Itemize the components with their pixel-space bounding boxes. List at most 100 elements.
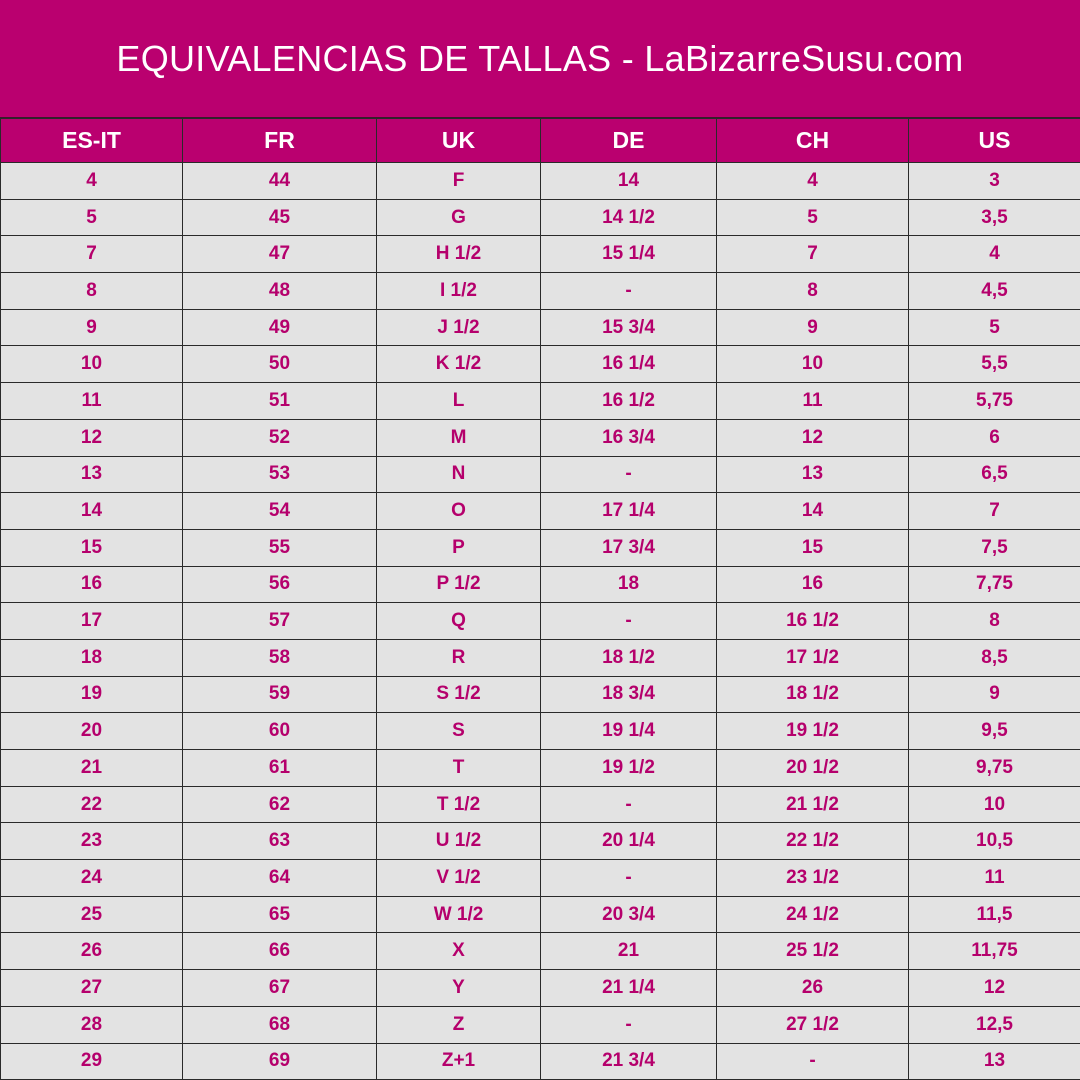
cell-uk: Z: [376, 1005, 541, 1044]
cell-us: 7,5: [908, 528, 1080, 567]
cell-fr: 61: [182, 749, 377, 787]
cell-es-it: 15: [0, 528, 183, 567]
cell-uk: U 1/2: [376, 822, 541, 861]
cell-es-it: 12: [0, 418, 183, 457]
cell-de: 21: [540, 932, 717, 971]
cell-fr: 47: [182, 235, 377, 274]
table-row: 8 48 I 1/2-8 4,5: [0, 272, 1080, 310]
cell-de: 21 1/4: [540, 969, 717, 1007]
cell-es-it: 28: [0, 1005, 183, 1044]
table-row: 15 55 P 17 3/4 15 7,5: [0, 528, 1080, 567]
cell-us: 13: [908, 1042, 1080, 1080]
table-row: 13 53 N -13 6,5: [0, 455, 1080, 494]
cell-ch: 18 1/2: [716, 675, 909, 714]
cell-uk: J 1/2: [376, 308, 541, 347]
cell-us: 10,5: [908, 822, 1080, 861]
cell-fr: 52: [182, 418, 377, 457]
cell-uk: O: [376, 492, 541, 530]
cell-de: 16 1/4: [540, 345, 717, 384]
cell-us: 4: [908, 235, 1080, 274]
header-de: DE: [540, 118, 717, 163]
table-row: 18 58 R 18 1/2 17 1/2 8,5: [0, 638, 1080, 677]
cell-uk: Z+1: [376, 1042, 541, 1080]
cell-us: 3,5: [908, 198, 1080, 237]
cell-de: 19 1/4: [540, 712, 717, 750]
cell-de: 18 3/4: [540, 675, 717, 714]
cell-fr: 68: [182, 1005, 377, 1044]
cell-us: 9: [908, 675, 1080, 714]
cell-uk: Y: [376, 969, 541, 1007]
table-row: 14 54 O 17 1/4 14 7: [0, 492, 1080, 530]
cell-fr: 53: [182, 455, 377, 494]
cell-uk: M: [376, 418, 541, 457]
cell-ch: 4: [716, 162, 909, 200]
table-row: 23 63 U 1/2 20 1/4 22 1/2 10,5: [0, 822, 1080, 861]
table-row: 11 51 L 16 1/2 11 5,75: [0, 382, 1080, 420]
cell-fr: 69: [182, 1042, 377, 1080]
table-row: 25 65 W 1/2 20 3/4 24 1/2 11,5: [0, 895, 1080, 934]
cell-de: 20 3/4: [540, 895, 717, 934]
cell-de: -: [540, 785, 717, 824]
cell-fr: 63: [182, 822, 377, 861]
cell-uk: S: [376, 712, 541, 750]
cell-fr: 58: [182, 638, 377, 677]
cell-de: 16 3/4: [540, 418, 717, 457]
cell-de: 15 3/4: [540, 308, 717, 347]
cell-uk: I 1/2: [376, 272, 541, 310]
table-row: 4 44 F 14 4 3: [0, 162, 1080, 200]
cell-fr: 60: [182, 712, 377, 750]
cell-de: 18: [540, 565, 717, 604]
cell-de: -: [540, 455, 717, 494]
table-row: 10 50 K 1/2 16 1/4 10 5,5: [0, 345, 1080, 384]
cell-fr: 66: [182, 932, 377, 971]
cell-uk: P 1/2: [376, 565, 541, 604]
cell-us: 8,5: [908, 638, 1080, 677]
cell-ch: 26: [716, 969, 909, 1007]
cell-es-it: 21: [0, 749, 183, 787]
cell-uk: N: [376, 455, 541, 494]
table-row: 21 61 T 19 1/2 20 1/2 9,75: [0, 749, 1080, 787]
table-row: 5 45 G 14 1/2 5 3,5: [0, 198, 1080, 237]
table-row: 28 68 Z -27 1/2 12,5: [0, 1005, 1080, 1044]
cell-uk: F: [376, 162, 541, 200]
cell-de: 15 1/4: [540, 235, 717, 274]
cell-es-it: 4: [0, 162, 183, 200]
title-bar: EQUIVALENCIAS DE TALLAS - LaBizarreSusu.…: [0, 0, 1080, 118]
cell-de: 14 1/2: [540, 198, 717, 237]
cell-es-it: 20: [0, 712, 183, 750]
cell-de: 18 1/2: [540, 638, 717, 677]
cell-ch: 27 1/2: [716, 1005, 909, 1044]
cell-us: 7,75: [908, 565, 1080, 604]
cell-us: 6,5: [908, 455, 1080, 494]
cell-ch: 12: [716, 418, 909, 457]
table-row: 20 60 S 19 1/4 19 1/2 9,5: [0, 712, 1080, 750]
cell-es-it: 17: [0, 602, 183, 640]
cell-es-it: 25: [0, 895, 183, 934]
table-row: 16 56 P 1/2 18 16 7,75: [0, 565, 1080, 604]
cell-es-it: 13: [0, 455, 183, 494]
cell-ch: 16 1/2: [716, 602, 909, 640]
cell-de: 17 3/4: [540, 528, 717, 567]
table-row: 22 62 T 1/2-21 1/2 10: [0, 785, 1080, 824]
cell-uk: Q: [376, 602, 541, 640]
cell-fr: 54: [182, 492, 377, 530]
header-ch: CH: [716, 118, 909, 163]
cell-de: 19 1/2: [540, 749, 717, 787]
cell-de: -: [540, 859, 717, 897]
cell-es-it: 22: [0, 785, 183, 824]
table-row: 29 69 Z+1 21 3/4-13: [0, 1042, 1080, 1080]
cell-us: 11: [908, 859, 1080, 897]
cell-us: 6: [908, 418, 1080, 457]
cell-ch: -: [716, 1042, 909, 1080]
cell-es-it: 24: [0, 859, 183, 897]
cell-uk: X: [376, 932, 541, 971]
cell-us: 11,75: [908, 932, 1080, 971]
cell-ch: 17 1/2: [716, 638, 909, 677]
cell-fr: 48: [182, 272, 377, 310]
cell-ch: 14: [716, 492, 909, 530]
cell-es-it: 23: [0, 822, 183, 861]
cell-ch: 11: [716, 382, 909, 420]
cell-es-it: 18: [0, 638, 183, 677]
cell-us: 9,5: [908, 712, 1080, 750]
cell-uk: S 1/2: [376, 675, 541, 714]
